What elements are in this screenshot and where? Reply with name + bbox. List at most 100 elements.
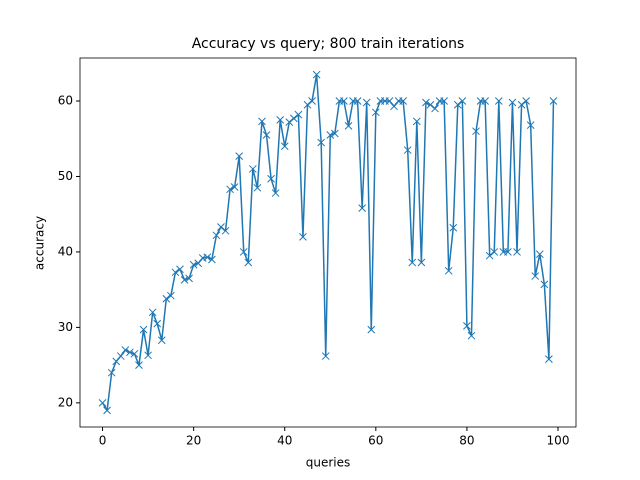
data-marker: [299, 232, 307, 241]
data-marker: [453, 100, 462, 109]
data-marker: [481, 97, 489, 105]
data-marker: [340, 97, 348, 105]
data-marker: [326, 131, 335, 139]
data-marker: [308, 97, 316, 105]
x-axis-label: queries: [306, 456, 351, 470]
data-marker: [458, 97, 467, 105]
data-line: [101, 73, 555, 412]
data-marker: [244, 258, 253, 267]
data-marker: [180, 275, 189, 284]
data-marker: [367, 325, 376, 334]
data-marker: [248, 165, 257, 173]
data-marker: [535, 250, 544, 259]
x-tick-label: 80: [459, 434, 474, 448]
data-marker: [362, 98, 371, 107]
data-marker: [103, 406, 111, 415]
data-marker: [167, 291, 175, 300]
data-marker: [412, 117, 421, 126]
y-tick-label: 20: [58, 395, 73, 409]
data-marker: [485, 251, 494, 260]
data-marker: [130, 349, 139, 358]
y-tick-label: 60: [58, 94, 73, 108]
data-marker: [121, 346, 130, 354]
data-marker: [344, 122, 353, 130]
data-marker: [285, 118, 294, 126]
data-marker: [403, 146, 412, 154]
data-marker: [203, 253, 212, 262]
data-marker: [330, 129, 339, 138]
data-marker: [408, 258, 417, 267]
data-marker: [98, 398, 107, 407]
y-tick-label: 30: [58, 320, 73, 334]
x-tick-label: 0: [99, 434, 107, 448]
data-marker: [107, 368, 116, 377]
data-marker: [139, 325, 148, 334]
data-marker: [162, 294, 171, 303]
data-marker: [235, 152, 244, 160]
data-marker: [385, 97, 394, 105]
data-marker: [517, 100, 526, 109]
data-marker: [280, 142, 289, 151]
data-marker: [390, 102, 398, 111]
data-marker: [116, 352, 125, 360]
data-marker: [185, 274, 193, 283]
y-axis-label: accuracy: [33, 216, 47, 270]
data-marker: [217, 223, 225, 231]
data-marker: [431, 104, 439, 113]
data-marker: [262, 131, 271, 139]
data-marker: [153, 319, 162, 328]
data-marker: [276, 116, 285, 124]
data-marker: [303, 100, 312, 109]
data-marker: [531, 272, 540, 280]
data-marker: [212, 231, 221, 240]
data-marker: [358, 204, 367, 213]
data-marker: [353, 97, 362, 105]
data-marker: [312, 70, 321, 79]
data-marker: [540, 280, 549, 289]
data-marker: [508, 98, 517, 107]
data-marker: [148, 308, 157, 317]
data-marker: [258, 117, 266, 126]
data-marker: [449, 223, 458, 232]
data-marker: [490, 248, 499, 256]
data-marker: [417, 258, 426, 267]
data-marker: [494, 97, 503, 105]
data-marker: [144, 351, 152, 360]
data-marker: [549, 97, 558, 105]
data-marker: [135, 361, 143, 369]
data-marker: [226, 185, 234, 194]
data-marker: [157, 336, 166, 345]
x-tick-label: 60: [368, 434, 383, 448]
data-marker: [253, 183, 262, 192]
y-tick-label: 50: [58, 169, 73, 183]
data-marker: [289, 114, 298, 123]
x-tick-label: 100: [547, 434, 570, 448]
data-marker: [208, 255, 216, 264]
data-marker: [112, 357, 121, 366]
data-marker: [221, 226, 230, 235]
x-tick-label: 40: [277, 434, 292, 448]
data-marker: [426, 100, 435, 109]
data-marker: [239, 248, 248, 256]
data-marker: [422, 98, 430, 107]
data-marker: [189, 260, 198, 269]
data-marker: [526, 121, 535, 130]
x-tick-label: 20: [186, 434, 201, 448]
plot-frame: [79, 57, 577, 428]
data-marker: [444, 266, 453, 275]
y-tick-label: 40: [58, 244, 73, 258]
data-marker: [171, 268, 180, 277]
data-marker: [294, 110, 303, 119]
data-marker: [194, 259, 203, 268]
data-marker: [371, 108, 380, 117]
data-marker: [472, 127, 480, 136]
data-marker: [545, 355, 553, 363]
data-marker: [463, 322, 471, 330]
data-marker: [399, 97, 408, 105]
data-marker: [504, 248, 512, 256]
data-marker: [522, 97, 530, 105]
data-marker: [467, 331, 476, 340]
data-marker: [321, 352, 330, 360]
